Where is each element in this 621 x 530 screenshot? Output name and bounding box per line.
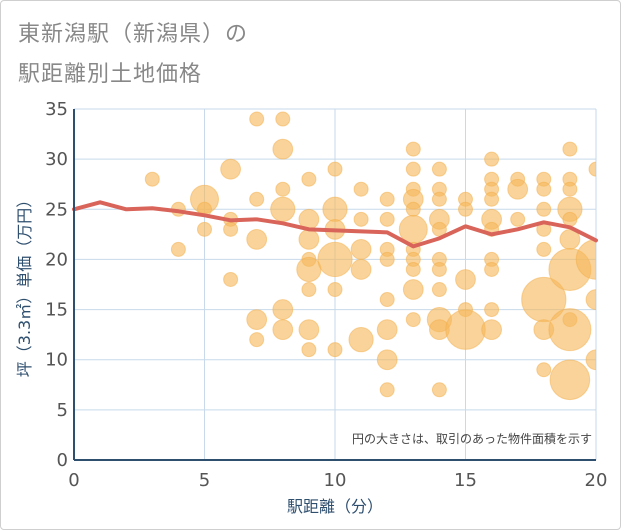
bubble <box>379 292 395 308</box>
bubble <box>353 181 369 197</box>
bubble <box>298 319 320 341</box>
bubble <box>197 221 212 237</box>
bubble <box>272 319 294 341</box>
bubble <box>562 141 578 157</box>
chart-title-line1: 東新潟駅（新潟県）の <box>18 22 249 47</box>
y-tick-label: 25 <box>45 199 68 220</box>
bubble <box>322 196 348 222</box>
axes <box>73 109 596 461</box>
bubble <box>220 158 241 180</box>
bubble <box>458 201 473 217</box>
bubble <box>223 221 239 237</box>
bubble <box>275 181 291 197</box>
bubble <box>405 141 421 157</box>
bubble <box>536 362 552 378</box>
bubble <box>272 299 294 320</box>
size-annotation: 円の大きさは、取引のあった物件面積を示す <box>352 431 592 446</box>
bubble <box>402 279 424 300</box>
bubble <box>588 161 596 177</box>
bubble <box>507 178 529 200</box>
bubble <box>296 256 322 283</box>
bubble <box>431 191 447 207</box>
trend-layer <box>72 200 598 249</box>
bubble <box>301 282 317 298</box>
bubble <box>536 181 552 197</box>
bubble <box>327 161 343 177</box>
bubble <box>585 349 596 371</box>
bubble <box>170 241 186 257</box>
bubble <box>249 111 265 127</box>
y-tick-label: 5 <box>57 400 68 421</box>
bubble <box>431 261 447 277</box>
bubble <box>350 259 372 280</box>
bubble <box>575 239 596 280</box>
bubble <box>484 151 500 167</box>
bubble <box>353 211 369 227</box>
bubble <box>510 211 526 227</box>
x-tick-label: 15 <box>454 470 477 491</box>
bubble <box>301 342 317 358</box>
bubble <box>379 382 395 398</box>
bubble <box>272 138 294 160</box>
bubble <box>246 309 268 330</box>
bubble <box>275 111 291 127</box>
bubble <box>431 161 447 177</box>
bubble <box>445 309 486 350</box>
tick-labels: 0 5 10 15 20 0 5 10 15 20 25 30 35 <box>45 99 607 491</box>
bubble <box>405 201 421 217</box>
bubble <box>144 171 160 187</box>
bubble <box>549 359 591 401</box>
bubble <box>484 261 500 277</box>
bubble <box>298 228 320 250</box>
y-tick-label: 20 <box>45 249 68 270</box>
y-axis-label: 坪（3.3㎡）単価（万円） <box>15 192 34 377</box>
bubble <box>348 327 374 353</box>
x-tick-label: 10 <box>324 470 347 491</box>
bubble <box>379 191 395 207</box>
chart-title-line2: 駅距離別土地価格 <box>18 62 203 87</box>
bubble <box>249 191 265 207</box>
y-tick-label: 10 <box>45 350 68 371</box>
bubble <box>481 319 502 341</box>
bubble <box>431 282 447 298</box>
y-tick-label: 15 <box>45 300 68 321</box>
bubble <box>317 241 353 278</box>
bubble <box>405 161 421 177</box>
bubble <box>484 302 500 318</box>
y-tick-label: 35 <box>45 99 68 120</box>
bubble <box>376 349 398 371</box>
bubble <box>405 261 421 277</box>
bubble <box>246 228 268 250</box>
bubble <box>327 282 343 298</box>
bubble <box>536 201 552 217</box>
bubble <box>562 211 578 227</box>
bubble <box>405 312 421 328</box>
x-tick-label: 0 <box>68 470 79 491</box>
trend-line <box>72 200 598 249</box>
bubble <box>249 332 265 348</box>
bubble <box>379 251 395 267</box>
bubble <box>301 171 317 187</box>
bubble <box>548 308 592 352</box>
x-tick-label: 20 <box>585 470 608 491</box>
bubble <box>223 271 239 287</box>
bubble <box>585 289 596 310</box>
bubble <box>270 196 296 222</box>
y-tick-label: 0 <box>57 450 68 471</box>
bubble <box>536 241 552 257</box>
bubble <box>379 211 395 227</box>
bubble <box>562 181 578 197</box>
bubble <box>455 269 476 290</box>
bubble <box>327 342 343 358</box>
bubble <box>350 239 372 260</box>
bubble <box>376 319 398 341</box>
bubble <box>431 382 447 398</box>
y-tick-label: 30 <box>45 149 68 170</box>
x-tick-label: 5 <box>199 470 210 491</box>
x-axis-label: 駅距離（分） <box>287 497 383 516</box>
bubble <box>484 191 500 207</box>
